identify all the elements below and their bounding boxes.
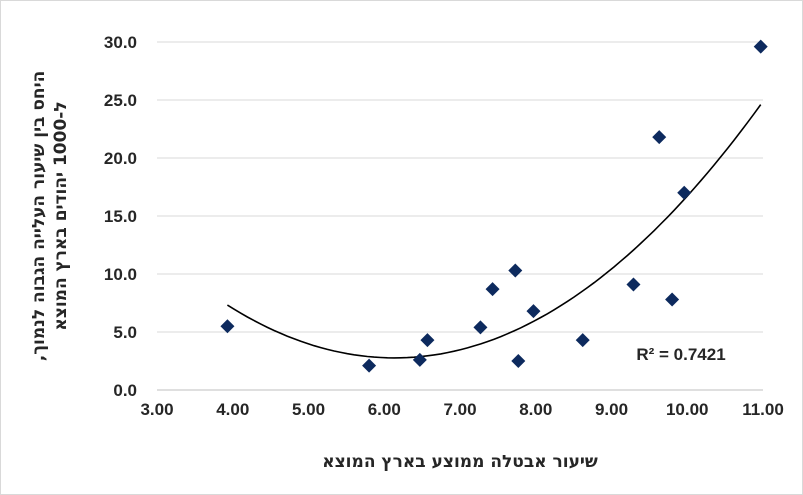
- gridlines: [157, 41, 763, 391]
- y-tick-label: 0.0: [113, 381, 137, 400]
- data-points: [220, 39, 768, 373]
- x-tick-label: 10.00: [666, 400, 709, 419]
- x-tick-label: 9.00: [595, 400, 628, 419]
- data-point: [652, 130, 667, 145]
- data-point: [575, 333, 590, 348]
- data-point: [753, 39, 768, 54]
- y-axis-title-line-1: היחס בין שיעור העלייה הגבוה לנמוך,: [29, 71, 49, 362]
- y-axis-title-line-2: ל-1000 יהודים בארץ המוצא: [51, 101, 71, 330]
- trendline-group: [226, 104, 762, 359]
- y-axis-title: היחס בין שיעור העלייה הגבוה לנמוך, ל-100…: [29, 71, 71, 362]
- y-tick-label: 20.0: [104, 149, 137, 168]
- x-tick-label: 4.00: [216, 400, 249, 419]
- data-point: [508, 263, 523, 278]
- x-tick-label: 6.00: [368, 400, 401, 419]
- data-point: [626, 277, 641, 292]
- y-tick-label: 25.0: [104, 91, 137, 110]
- data-point: [526, 304, 541, 319]
- data-point: [677, 185, 692, 200]
- data-point: [420, 333, 435, 348]
- x-axis-title: שיעור אבטלה ממוצע בארץ המוצא: [322, 452, 598, 472]
- y-tick-label: 5.0: [113, 323, 137, 342]
- data-point: [511, 354, 526, 368]
- x-tick-label: 5.00: [292, 400, 325, 419]
- y-axis-ticks: 0.0 5.0 10.0 15.0 20.0 25.0 30.0: [104, 33, 137, 400]
- x-tick-label: 8.00: [519, 400, 552, 419]
- x-tick-label: 3.00: [140, 400, 173, 419]
- y-tick-label: 30.0: [104, 33, 137, 52]
- r-squared-label: R² = 0.7421: [636, 345, 725, 364]
- y-tick-label: 15.0: [104, 207, 137, 226]
- data-point: [412, 352, 427, 367]
- data-point: [473, 320, 488, 335]
- data-point: [485, 282, 500, 297]
- x-tick-label: 7.00: [443, 400, 476, 419]
- x-tick-label: 11.00: [742, 400, 784, 419]
- polynomial-trendline: [226, 104, 762, 359]
- x-axis-ticks: 3.00 4.00 5.00 6.00 7.00 8.00 9.00 10.00 11.00: [140, 400, 783, 419]
- y-tick-label: 10.0: [104, 265, 137, 284]
- data-point: [362, 358, 377, 373]
- data-point: [665, 292, 680, 307]
- data-point: [220, 319, 235, 334]
